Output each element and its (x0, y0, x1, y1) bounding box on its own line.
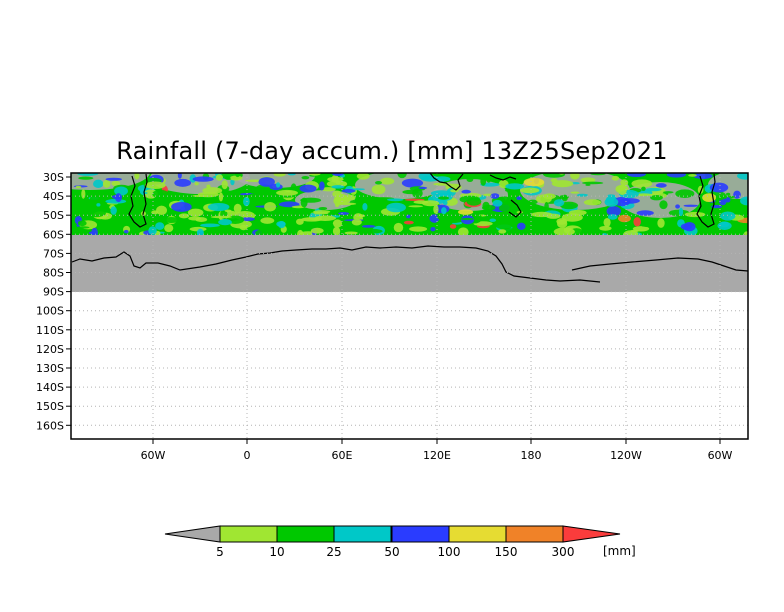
lon-tick-label: 60E (332, 449, 353, 462)
colorbar-unit: [mm] (603, 544, 636, 558)
colorbar-segment (219, 525, 278, 543)
colorbar-lower-triangle (164, 525, 221, 543)
colorbar-tick-label: 10 (269, 545, 284, 559)
colorbar-tick-label: 300 (552, 545, 575, 559)
lat-tick-label: 120S (36, 343, 64, 356)
gridlines (71, 173, 748, 439)
map-title: Rainfall (7-day accum.) [mm] 13Z25Sep202… (116, 137, 668, 165)
lon-tick-label: 60W (708, 449, 733, 462)
australia-coast (489, 174, 517, 181)
colorbar-tick-label: 50 (384, 545, 399, 559)
lat-tick-label: 40S (43, 190, 64, 203)
latitude-axis: 30S 40S 50S 60S 70S 80S 90S 100S 110S 120S 130S 140… (36, 171, 71, 432)
antarctic-peninsula-east (571, 257, 749, 272)
lat-tick-label: 100S (36, 305, 64, 318)
map-frame (70, 172, 749, 440)
lat-tick-label: 130S (36, 362, 64, 375)
lon-tick-label: 60W (141, 449, 166, 462)
longitude-axis: 60W 0 60E 120E 180 120W 60W (141, 439, 733, 462)
colorbar-tick-label: 25 (326, 545, 341, 559)
lat-tick-label: 160S (36, 419, 64, 432)
colorbar-segment (505, 525, 564, 543)
colorbar-segment (333, 525, 392, 543)
colorbar-legend: 5 10 25 50 100 150 300 [mm] (164, 525, 636, 559)
africa-coast (429, 172, 464, 191)
new-zealand-coast (508, 199, 522, 218)
colorbar-upper-triangle (562, 525, 621, 543)
colorbar-segment (448, 525, 507, 543)
colorbar-segment (391, 525, 450, 543)
colorbar-tick-label: 100 (438, 545, 461, 559)
antarctica-coast (71, 245, 601, 283)
lon-tick-label: 120E (423, 449, 451, 462)
lat-tick-label: 150S (36, 400, 64, 413)
colorbar-segment (276, 525, 335, 543)
coastlines (71, 172, 749, 283)
lon-tick-label: 180 (521, 449, 542, 462)
colorbar-tick-label: 5 (216, 545, 224, 559)
lon-tick-label: 0 (244, 449, 251, 462)
lat-tick-label: 80S (43, 267, 64, 280)
lat-tick-label: 70S (43, 247, 64, 260)
lat-tick-label: 60S (43, 228, 64, 241)
lat-tick-label: 50S (43, 209, 64, 222)
colorbar-tick-label: 150 (495, 545, 518, 559)
lat-tick-label: 140S (36, 381, 64, 394)
lat-tick-label: 90S (43, 286, 64, 299)
lat-tick-label: 30S (43, 171, 64, 184)
rain-field-detail (71, 173, 748, 235)
no-data-region (71, 235, 748, 292)
lon-tick-label: 120W (610, 449, 642, 462)
lat-tick-label: 110S (36, 324, 64, 337)
